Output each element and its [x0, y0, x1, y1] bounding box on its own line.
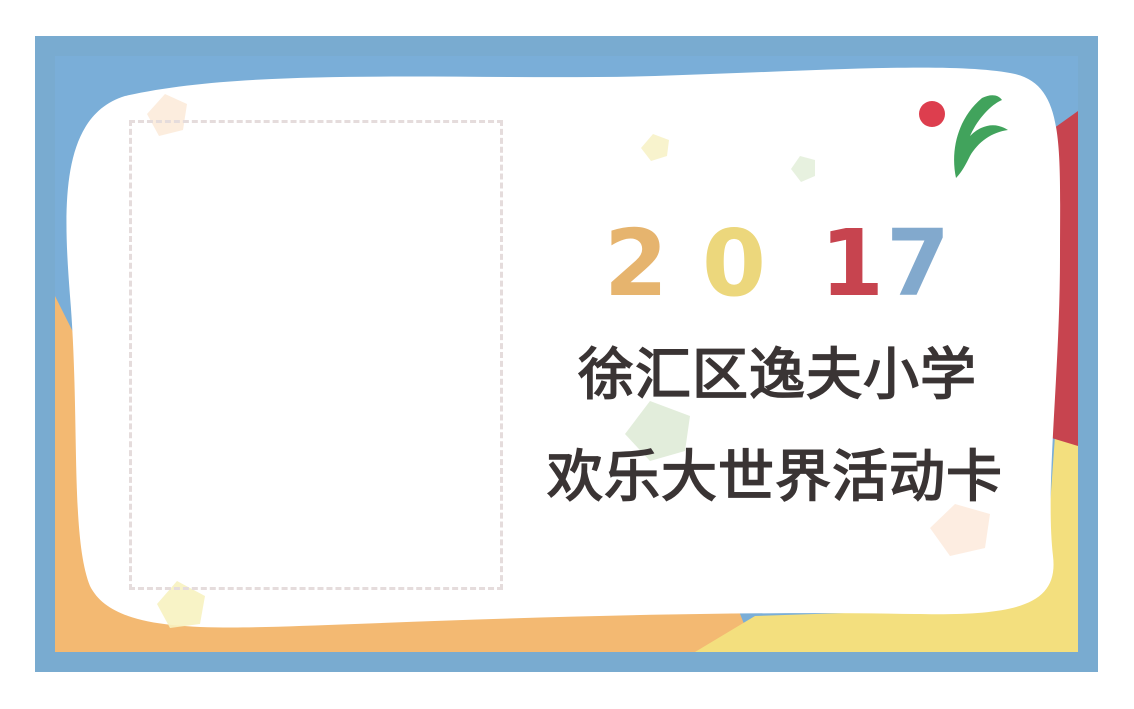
decor-pentagon-yellow-left [157, 581, 205, 628]
white-panel [66, 67, 1061, 628]
decor-pentagon-green-small [791, 156, 815, 182]
bg-orange-band [55, 296, 755, 652]
year-digit-3: 1 [820, 210, 885, 317]
year-digit-1: 2 [604, 210, 669, 317]
decor-pentagon-peach-right [930, 504, 990, 556]
activity-card-title: 欢乐大世界活动卡 [547, 445, 1003, 510]
year-digit-4: 7 [886, 210, 951, 317]
school-logo-icon [919, 95, 1008, 178]
logo-red-dot [919, 101, 945, 127]
school-name-title: 徐汇区逸夫小学 [578, 343, 977, 408]
year-digit-2: 0 [702, 210, 767, 317]
photo-placeholder [129, 120, 503, 590]
year-label: 2 0 1 7 [596, 214, 976, 314]
decor-pentagon-peach [147, 94, 187, 136]
card-background [55, 56, 1078, 652]
logo-green-leaf [954, 95, 1008, 178]
decor-pentagon-green [625, 401, 690, 461]
activity-card [35, 36, 1098, 672]
decor-pentagon-yellow [641, 134, 669, 161]
